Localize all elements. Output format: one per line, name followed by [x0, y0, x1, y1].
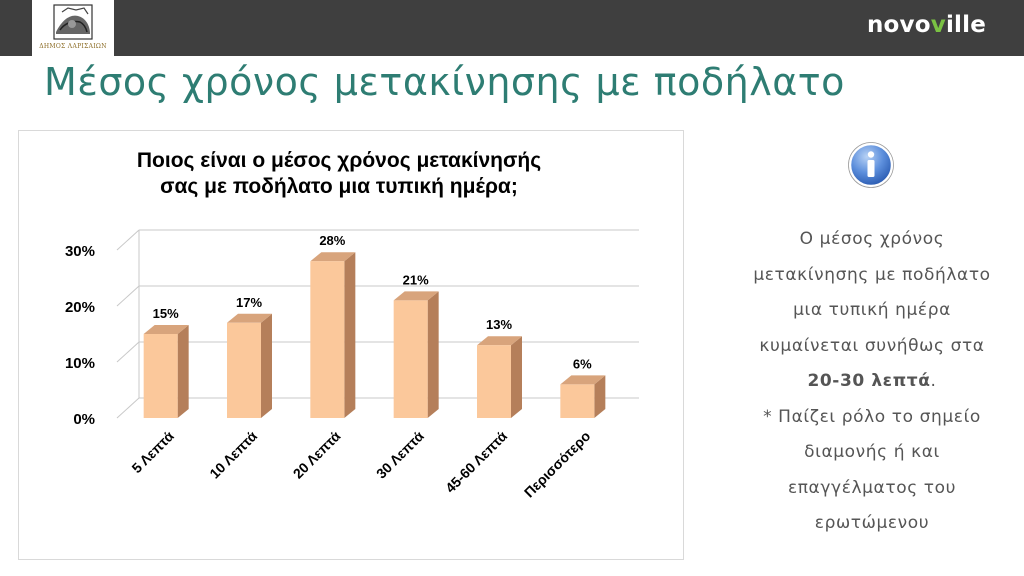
- bar-side: [177, 325, 189, 418]
- info-line-5-end: .: [930, 371, 937, 391]
- data-label: 28%: [319, 233, 345, 248]
- brand-logo: novoville: [867, 12, 986, 38]
- gridline-diagonal: [116, 285, 140, 307]
- bar: [310, 261, 345, 418]
- x-tick-label: 45-60 Λεπτά: [442, 428, 510, 496]
- x-tick-label: Περισσότερο: [521, 428, 594, 501]
- bar-side: [594, 375, 606, 418]
- gridline-diagonal: [116, 341, 140, 363]
- info-text: Ο μέσος χρόνος μετακίνησης με ποδήλατο μ…: [724, 222, 1020, 542]
- bar-top: [227, 313, 272, 323]
- bar-chart: Ποιος είναι ο μέσος χρόνος μετακίνησής σα…: [65, 149, 639, 501]
- bar: [143, 334, 178, 418]
- data-label: 6%: [573, 356, 592, 371]
- bar: [477, 345, 511, 418]
- x-tick-label: 5 Λεπτά: [128, 428, 177, 477]
- data-label: 17%: [236, 295, 262, 310]
- top-bar: ΔΗΜΟΣ ΛΑΡΙΣΑΙΩΝ novoville: [0, 0, 1024, 56]
- info-line-3: μια τυπική ημέρα: [793, 300, 951, 320]
- bar-top: [393, 291, 439, 301]
- bar-side: [261, 313, 272, 418]
- y-tick-label: 30%: [65, 243, 95, 260]
- bar-side: [344, 252, 356, 418]
- info-line-1: Ο μέσος χρόνος: [799, 229, 945, 249]
- x-tick-label: 10 Λεπτά: [206, 428, 260, 482]
- logo-caption: ΔΗΜΟΣ ΛΑΡΙΣΑΙΩΝ: [39, 43, 107, 50]
- bar: [227, 322, 261, 418]
- info-icon: [847, 141, 895, 189]
- info-line-5: 20-30 λεπτά.: [724, 364, 1020, 400]
- municipality-logo: ΔΗΜΟΣ ΛΑΡΙΣΑΙΩΝ: [32, 0, 114, 56]
- logo-emblem-icon: [53, 4, 93, 40]
- bar-top: [143, 325, 189, 334]
- chart-title-line: σας με ποδήλατο μια τυπική ημέρα;: [160, 175, 518, 198]
- data-label: 13%: [486, 317, 512, 332]
- page-title: Μέσος χρόνος μετακίνησης με ποδήλατο: [44, 60, 845, 104]
- chart-frame: Ποιος είναι ο μέσος χρόνος μετακίνησής σα…: [18, 130, 684, 560]
- bar-side: [511, 336, 522, 418]
- info-highlight: 20-30 λεπτά: [807, 371, 931, 391]
- x-tick-label: 20 Λεπτά: [290, 428, 344, 482]
- y-tick-label: 10%: [65, 355, 95, 372]
- x-tick-label: 30 Λεπτά: [373, 428, 427, 482]
- info-line-2: μετακίνησης με ποδήλατο: [753, 264, 991, 285]
- info-line-6: * Παίζει ρόλο το σημείο: [763, 406, 981, 427]
- data-label: 15%: [153, 306, 179, 321]
- info-line-8: επαγγέλματος του: [787, 477, 957, 498]
- bar-top: [310, 252, 356, 262]
- bar: [560, 384, 595, 418]
- bar: [393, 300, 428, 418]
- gridline-diagonal: [116, 229, 140, 251]
- bar-top: [560, 375, 606, 385]
- bar-side: [427, 291, 439, 418]
- gridline-diagonal: [116, 397, 140, 419]
- data-label: 21%: [403, 272, 429, 287]
- chart-title-line: Ποιος είναι ο μέσος χρόνος μετακίνησής: [137, 149, 541, 172]
- bar-top: [477, 336, 522, 346]
- y-tick-label: 0%: [73, 411, 95, 428]
- y-tick-label: 20%: [65, 299, 95, 316]
- info-line-4: κυμαίνεται συνήθως στα: [759, 335, 985, 356]
- brand-accent: v: [930, 12, 946, 38]
- info-line-9: ερωτώμενου: [814, 513, 930, 533]
- brand-prefix: novo: [866, 12, 931, 38]
- brand-suffix: ille: [945, 12, 986, 38]
- info-line-7: διαμονής ή και: [804, 442, 940, 462]
